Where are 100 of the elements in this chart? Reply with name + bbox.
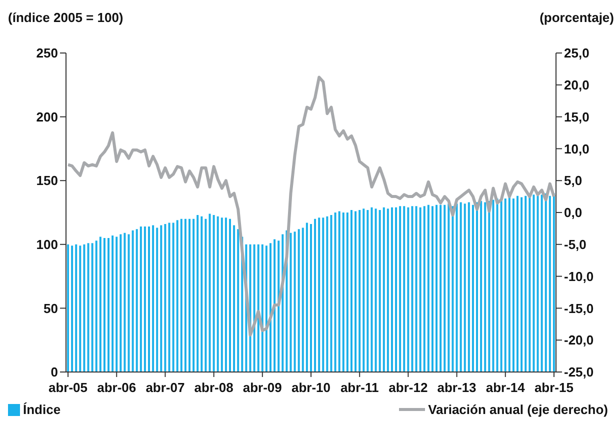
bar (75, 244, 78, 372)
bar (484, 202, 486, 372)
bar (188, 218, 190, 372)
bar (512, 198, 514, 372)
bar (120, 234, 122, 372)
x-tick-label: abr-06 (97, 380, 136, 395)
y-axis-title: (índice 2005 = 100) (8, 10, 124, 25)
bar (480, 201, 482, 372)
bar (132, 230, 134, 372)
y2-tick-label: 0,0 (564, 205, 582, 220)
bar (334, 212, 336, 372)
y-tick-label: 0 (50, 364, 58, 380)
bar (136, 229, 138, 372)
bar (552, 193, 555, 372)
bar (196, 215, 199, 372)
bar (326, 216, 328, 372)
bar (298, 229, 300, 372)
bar (370, 207, 373, 372)
bar (67, 244, 70, 372)
bar (464, 204, 466, 372)
bar (496, 198, 498, 372)
bar (374, 208, 377, 372)
bar (180, 218, 182, 372)
x-tick-label: abr-08 (194, 380, 234, 395)
bar (524, 196, 527, 372)
bar (362, 208, 365, 372)
bar (472, 204, 474, 372)
bar (184, 218, 186, 372)
bar (116, 236, 118, 372)
bar (290, 232, 292, 372)
y2-tick-label: 20,0 (564, 78, 590, 93)
bar (302, 228, 304, 372)
bar (144, 226, 146, 372)
bar (536, 196, 539, 372)
bar (160, 225, 162, 372)
bar (128, 234, 130, 372)
bar (411, 206, 414, 372)
bar (148, 226, 150, 372)
bar (423, 206, 426, 372)
y2-tick-label: -15,0 (564, 300, 594, 316)
bar (532, 194, 535, 372)
bar (152, 225, 154, 372)
legend-label: Variación anual (eje derecho) (428, 402, 608, 417)
bar (544, 193, 547, 372)
bar (216, 216, 219, 372)
bar (448, 204, 450, 372)
bar (528, 197, 531, 372)
bar (452, 206, 454, 372)
bar (492, 200, 494, 372)
bar (140, 226, 142, 372)
bar (431, 206, 434, 372)
bar (200, 216, 203, 372)
bar (504, 198, 506, 372)
bar (274, 239, 276, 372)
bar (407, 207, 410, 372)
bar (278, 240, 280, 372)
y-tick-label: 150 (36, 173, 58, 188)
x-tick-label: abr-10 (291, 380, 331, 395)
bar (436, 204, 438, 372)
bar (71, 246, 74, 372)
bar (330, 215, 332, 372)
bar (346, 212, 348, 372)
bar (269, 243, 272, 372)
bar (338, 211, 340, 372)
bar (108, 238, 110, 372)
y-tick-label: 250 (36, 46, 58, 61)
bar (314, 218, 316, 372)
bar (322, 218, 324, 372)
bar (103, 238, 106, 372)
bar (540, 194, 543, 372)
bar (318, 218, 320, 372)
bar (224, 218, 227, 372)
x-tick-label: abr-05 (48, 380, 88, 395)
y2-tick-label: 10,0 (564, 141, 590, 156)
bar (358, 210, 361, 372)
bar (212, 215, 215, 372)
bar (476, 202, 478, 372)
y2-tick-label: -5,0 (564, 237, 586, 252)
bar (382, 207, 385, 372)
bar (228, 218, 231, 372)
bar (386, 208, 389, 372)
bar (237, 229, 240, 372)
bar (87, 243, 90, 372)
bar (265, 246, 268, 372)
bar (99, 236, 102, 372)
bar (456, 204, 458, 372)
bar (208, 214, 211, 372)
bar (342, 212, 344, 372)
bar (395, 207, 398, 372)
bar (488, 201, 490, 372)
bar (350, 210, 352, 372)
y2-tick-label: 15,0 (564, 109, 590, 124)
bar (79, 246, 82, 372)
bar (460, 202, 462, 372)
bar (366, 210, 369, 372)
bar (399, 206, 402, 372)
bar (253, 244, 256, 372)
bar (168, 222, 170, 372)
bar (516, 196, 519, 372)
bar (91, 243, 94, 372)
